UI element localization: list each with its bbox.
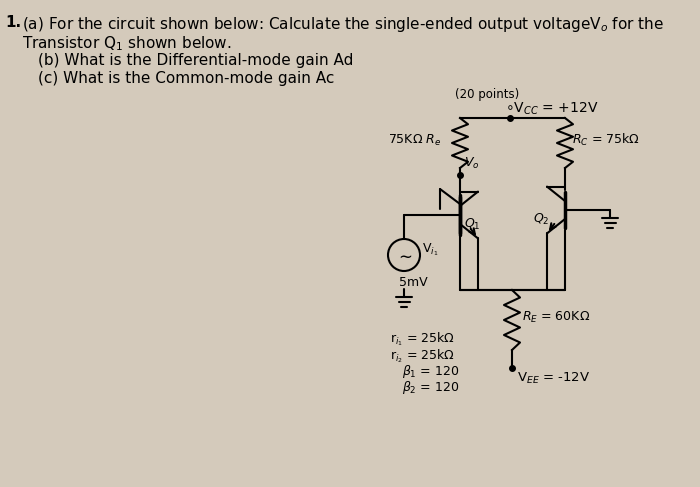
Text: $Q_2$: $Q_2$: [533, 212, 549, 227]
Text: $Q_1$: $Q_1$: [464, 217, 481, 232]
Text: r$_{i_1}$ = 25k$\Omega$: r$_{i_1}$ = 25k$\Omega$: [390, 330, 455, 348]
Text: V$_{EE}$ = -12V: V$_{EE}$ = -12V: [517, 371, 590, 386]
Text: (a) For the circuit shown below: Calculate the single-ended output voltageV$_o$ : (a) For the circuit shown below: Calcula…: [22, 15, 664, 34]
Text: $V_o$: $V_o$: [464, 156, 480, 171]
Text: V$_{i_1}$: V$_{i_1}$: [422, 242, 438, 258]
Text: $R_E$ = 60K$\Omega$: $R_E$ = 60K$\Omega$: [522, 309, 590, 324]
Text: (b) What is the Differential-mode gain Ad: (b) What is the Differential-mode gain A…: [38, 53, 354, 68]
Text: $\sim$: $\sim$: [395, 247, 413, 265]
Text: (c) What is the Common-mode gain Ac: (c) What is the Common-mode gain Ac: [38, 71, 335, 86]
Text: Transistor Q$_1$ shown below.: Transistor Q$_1$ shown below.: [22, 34, 232, 53]
Text: $\beta_1$ = 120: $\beta_1$ = 120: [402, 363, 459, 380]
Text: $\beta_2$ = 120: $\beta_2$ = 120: [402, 379, 459, 396]
Text: 75K$\Omega$ $R_e$: 75K$\Omega$ $R_e$: [388, 132, 441, 148]
Text: $R_C$ = 75k$\Omega$: $R_C$ = 75k$\Omega$: [572, 132, 640, 148]
Text: 5mV: 5mV: [399, 276, 428, 289]
Text: (20 points): (20 points): [455, 88, 519, 101]
Text: 1.: 1.: [5, 15, 21, 30]
Text: r$_{i_2}$ = 25k$\Omega$: r$_{i_2}$ = 25k$\Omega$: [390, 347, 455, 365]
Text: $\circ$V$_{CC}$ = +12V: $\circ$V$_{CC}$ = +12V: [505, 101, 598, 117]
